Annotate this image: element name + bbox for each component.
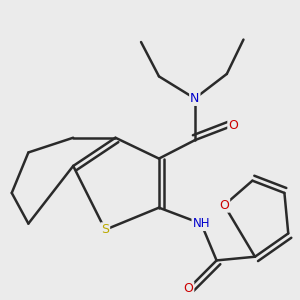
Text: O: O bbox=[228, 119, 238, 132]
Text: N: N bbox=[190, 92, 200, 105]
Text: O: O bbox=[184, 282, 193, 295]
Text: O: O bbox=[219, 199, 229, 212]
Text: NH: NH bbox=[193, 217, 210, 230]
Text: S: S bbox=[101, 223, 109, 236]
